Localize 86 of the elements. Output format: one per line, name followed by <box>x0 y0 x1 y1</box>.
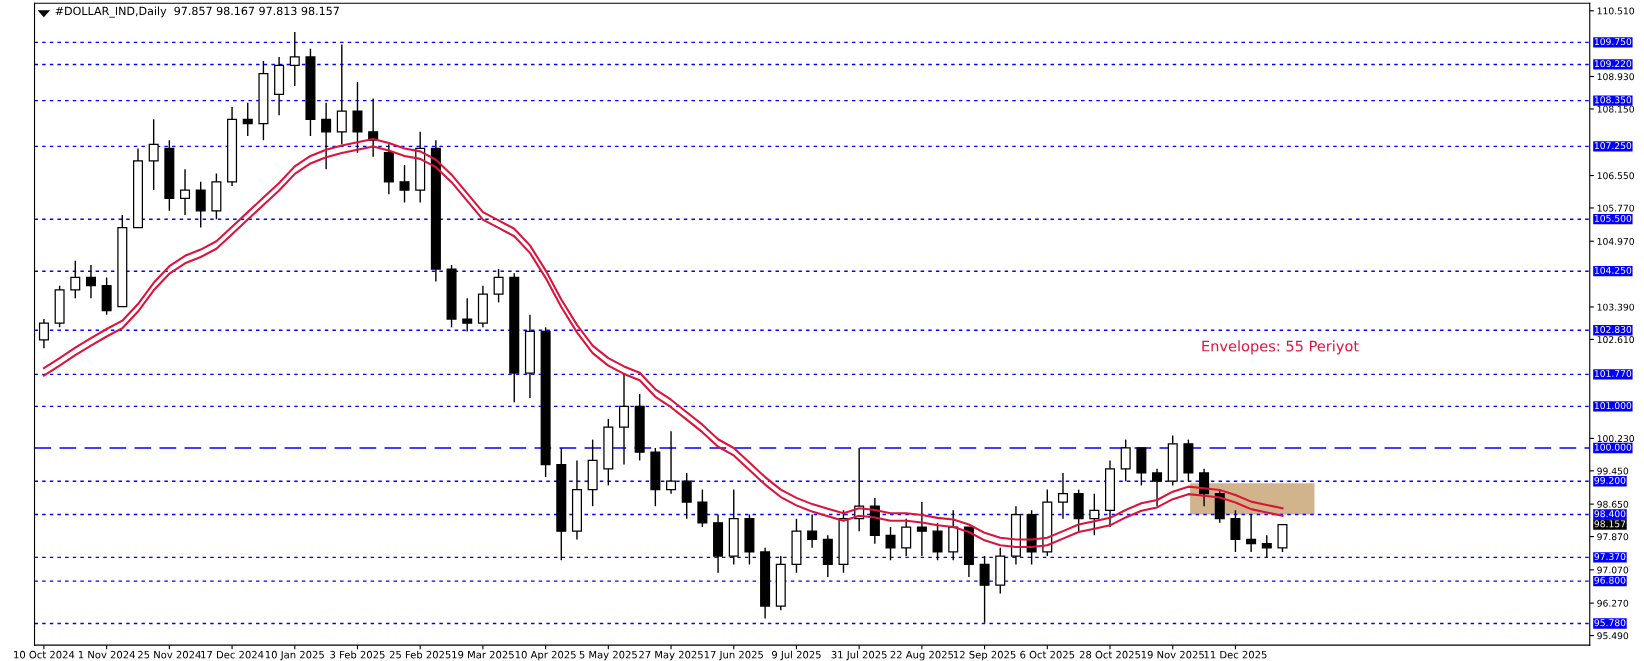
ref-line-label: 108.350 <box>1594 96 1632 104</box>
ref-line-label: 100.000 <box>1594 443 1632 451</box>
candlestick <box>180 168 191 216</box>
x-tick-label: 22 Aug 2025 <box>890 650 954 661</box>
x-tick-label: 6 Oct 2025 <box>1020 650 1075 659</box>
candlestick <box>618 372 630 466</box>
x-tick-label: 12 Sep 2025 <box>954 650 1016 661</box>
ref-line-label: 109.750 <box>1594 38 1632 46</box>
x-tick-label: 3 Feb 2025 <box>330 650 385 659</box>
ref-line-label: 97.370 <box>1594 553 1626 561</box>
candlestick <box>242 102 253 137</box>
ref-line-label: 104.250 <box>1594 266 1632 274</box>
ref-line-label: 101.770 <box>1594 370 1632 377</box>
x-tick-label: 27 May 2025 <box>639 650 703 661</box>
x-tick-label: 10 Apr 2025 <box>515 650 576 661</box>
candlestick <box>901 517 912 557</box>
x-tick-label: 10 Jan 2025 <box>265 650 324 661</box>
candlestick <box>1057 472 1068 520</box>
x-tick-label: 17 Dec 2024 <box>201 650 264 659</box>
candlestick <box>70 260 81 299</box>
candlestick <box>38 318 49 349</box>
ref-line-label: 102.830 <box>1594 325 1632 333</box>
chart-title: #DOLLAR_IND,Daily 97.857 98.167 97.813 98.157 <box>55 6 339 18</box>
x-tick-label: 31 Jul 2025 <box>831 650 887 661</box>
candlestick <box>681 472 692 520</box>
candlestick <box>807 513 818 549</box>
y-tick-label: 104.970 <box>1597 237 1634 245</box>
ref-line-label: 96.800 <box>1594 576 1626 584</box>
candlestick <box>462 297 473 333</box>
candlestick <box>289 31 300 87</box>
ref-line-label: 105.500 <box>1594 214 1632 222</box>
x-tick-label: 10 Oct 2024 <box>14 650 75 659</box>
candlestick <box>697 488 708 528</box>
x-tick-label: 1 Nov 2024 <box>78 650 135 659</box>
candlestick <box>1199 468 1210 507</box>
y-tick-label: 97.870 <box>1597 533 1629 541</box>
y-tick-label: 96.270 <box>1597 599 1629 607</box>
x-tick-label: 19 Nov 2025 <box>1141 650 1204 659</box>
candlestick <box>916 501 927 557</box>
ref-line-label: 107.250 <box>1594 142 1632 150</box>
candlestick <box>336 43 347 146</box>
y-tick-label: 106.550 <box>1597 172 1634 180</box>
candlestick <box>666 430 677 495</box>
x-tick-label: 25 Nov 2024 <box>138 650 201 659</box>
candlestick <box>195 181 206 229</box>
candlestick <box>1152 468 1163 507</box>
candlestick <box>1246 513 1257 553</box>
x-tick-label: 17 Jun 2025 <box>704 650 763 661</box>
y-tick-label: 102.610 <box>1597 336 1634 344</box>
candlestick <box>979 555 990 624</box>
y-tick-label: 100.230 <box>1597 435 1634 443</box>
candlestick <box>1277 523 1288 553</box>
candlestick <box>1089 493 1100 537</box>
candlestick <box>1230 509 1241 553</box>
y-tick-label: 97.070 <box>1597 566 1629 574</box>
candlestick <box>1120 438 1131 482</box>
x-tick-label: 5 May 2025 <box>579 650 637 661</box>
ref-line-label: 95.780 <box>1594 619 1626 627</box>
ref-line-label: 101.000 <box>1594 402 1632 410</box>
annotation: Envelopes: 55 Periyot <box>1202 340 1359 355</box>
x-tick-label: 11 Dec 2025 <box>1204 650 1267 659</box>
y-tick-label: 95.490 <box>1597 632 1629 640</box>
candlestick <box>932 522 943 561</box>
candlestick <box>148 118 159 191</box>
ref-line-label: 98.400 <box>1594 510 1626 518</box>
y-tick-label: 110.510 <box>1597 7 1634 15</box>
y-tick-label: 99.450 <box>1597 467 1629 475</box>
candlestick <box>493 268 504 304</box>
candlestick <box>885 526 896 561</box>
ref-line-label: 99.200 <box>1594 476 1626 484</box>
x-tick-label: 28 Oct 2025 <box>1079 650 1141 659</box>
x-tick-label: 19 Mar 2025 <box>452 650 514 659</box>
candlestick <box>85 264 96 299</box>
y-tick-label: 105.770 <box>1597 204 1634 212</box>
candlestick <box>399 164 410 204</box>
candlestick <box>1261 534 1272 559</box>
text: 98.157 <box>1594 520 1626 528</box>
candlestick <box>321 102 332 170</box>
y-tick-label: 108.930 <box>1597 73 1634 81</box>
x-tick-label: 9 Jul 2025 <box>771 650 821 661</box>
ref-line-label: 109.220 <box>1594 60 1632 68</box>
candlestick <box>352 81 363 154</box>
y-tick-label: 98.650 <box>1597 500 1629 508</box>
x-tick-label: 25 Feb 2025 <box>389 650 451 659</box>
y-tick-label: 103.390 <box>1597 303 1634 311</box>
y-tick-label: 108.150 <box>1597 105 1634 113</box>
